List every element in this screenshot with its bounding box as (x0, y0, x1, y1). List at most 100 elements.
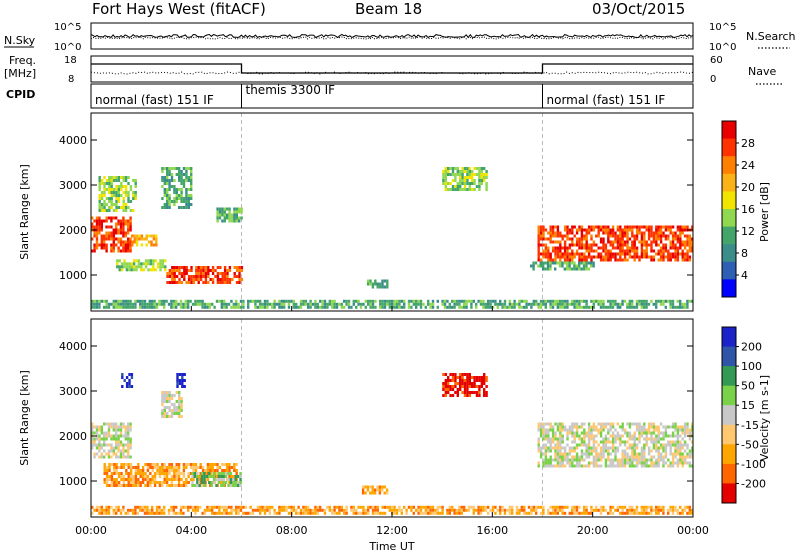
range-cell (513, 302, 516, 306)
range-cell (378, 488, 382, 492)
range-cell (155, 234, 158, 238)
range-cell (134, 182, 137, 185)
range-cell (247, 511, 250, 515)
range-cell (640, 449, 644, 453)
range-cell (542, 443, 545, 447)
range-cell (185, 170, 188, 173)
range-cell (563, 252, 567, 256)
range-cell (95, 222, 99, 226)
range-cell (549, 299, 552, 303)
range-cell (494, 302, 497, 306)
range-cell (171, 275, 174, 278)
range-cell (691, 511, 694, 515)
range-cell (115, 225, 118, 229)
range-cell (218, 466, 222, 469)
range-cell (626, 431, 629, 435)
range-cell (655, 443, 658, 447)
range-cell (599, 431, 603, 435)
range-cell (297, 511, 300, 515)
range-cell (468, 182, 471, 185)
range-cell (223, 213, 226, 217)
range-cell (153, 511, 156, 515)
x-tick-label: 20:00 (577, 524, 609, 537)
range-cell (563, 452, 567, 456)
range-cell (223, 207, 226, 211)
range-cell (205, 475, 209, 478)
range-cell (607, 228, 610, 232)
range-cell (556, 511, 559, 515)
range-cell (391, 299, 394, 303)
range-cell (466, 394, 469, 397)
range-cell (173, 269, 176, 272)
range-cell (152, 262, 155, 266)
range-cell (472, 508, 475, 512)
range-cell (669, 299, 672, 303)
range-cell (616, 302, 619, 306)
range-cell (547, 422, 550, 426)
range-cell (686, 428, 689, 432)
range-cell (568, 258, 572, 262)
range-cell (454, 188, 457, 191)
y-tick-label: 4000 (59, 340, 87, 353)
range-cell (107, 434, 111, 438)
range-cell (287, 511, 291, 515)
range-cell (91, 437, 94, 441)
range-cell (676, 449, 680, 453)
range-cell (110, 422, 113, 426)
range-cell (539, 302, 543, 306)
range-cell (299, 302, 303, 306)
range-cell (691, 237, 694, 241)
range-cell (561, 425, 564, 429)
range-cell (139, 481, 142, 484)
range-cell (674, 425, 677, 429)
range-cell (597, 299, 600, 303)
range-cell (110, 191, 113, 194)
range-cell (482, 505, 485, 509)
range-cell (131, 302, 135, 306)
range-cell (674, 505, 677, 509)
range-cell (110, 443, 113, 447)
range-cell (224, 481, 228, 484)
range-cell (657, 243, 660, 247)
range-cell (163, 463, 166, 466)
range-cell (575, 461, 579, 465)
range-cell (595, 508, 598, 512)
colorbar-swatch (722, 138, 736, 157)
range-cell (674, 252, 677, 256)
range-cell (112, 216, 115, 220)
range-cell (683, 425, 687, 429)
range-cell (247, 305, 250, 309)
range-cell (273, 508, 276, 512)
range-cell (378, 491, 382, 495)
range-cell (688, 505, 691, 509)
range-cell (115, 508, 118, 512)
range-cell (664, 434, 668, 438)
range-cell (213, 469, 217, 472)
range-cell (568, 428, 572, 432)
range-cell (614, 246, 617, 250)
range-cell (623, 231, 627, 235)
range-cell (587, 267, 590, 271)
range-cell (98, 443, 101, 447)
range-cell (149, 268, 153, 272)
range-cell (676, 240, 680, 244)
range-cell (166, 397, 169, 400)
range-cell (647, 464, 651, 468)
range-cell (176, 382, 179, 385)
range-cell (676, 246, 680, 250)
colorbar-tick-label: -200 (741, 477, 766, 490)
range-cell (371, 305, 375, 309)
range-cell (664, 305, 667, 309)
range-cell (616, 243, 620, 247)
range-cell (547, 255, 550, 259)
range-cell (619, 305, 622, 309)
range-cell (549, 225, 552, 229)
range-cell (471, 376, 474, 379)
range-cell (542, 422, 545, 426)
range-cell (647, 428, 651, 432)
range-cell (518, 508, 521, 512)
range-cell (614, 452, 617, 456)
range-cell (331, 302, 334, 306)
range-cell (621, 449, 624, 453)
